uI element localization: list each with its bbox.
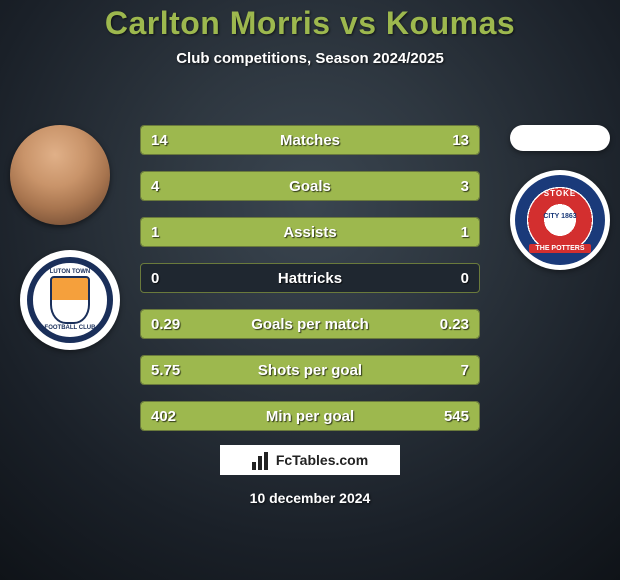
site-name: FcTables.com [276, 452, 368, 468]
stat-row: 11Assists [140, 217, 480, 247]
stat-label: Matches [141, 132, 479, 149]
badge-left-text-bottom: FOOTBALL CLUB [33, 325, 107, 331]
shield-icon [50, 276, 90, 324]
stats-panel: 1413Matches 43Goals 11Assists 00Hattricks 0.… [140, 125, 480, 447]
badge-right-banner: THE POTTERS [529, 244, 590, 253]
stat-label: Assists [141, 224, 479, 241]
stoke-city-badge-icon: STOKE CITY 1863 THE POTTERS [515, 175, 605, 265]
luton-town-badge-icon: LUTON TOWN FOOTBALL CLUB [27, 257, 113, 343]
stat-label: Min per goal [141, 408, 479, 425]
stat-row: 1413Matches [140, 125, 480, 155]
page-title: Carlton Morris vs Koumas [0, 5, 620, 42]
stat-label: Shots per goal [141, 362, 479, 379]
club-badge-left: LUTON TOWN FOOTBALL CLUB [20, 250, 120, 350]
stat-row: 402545Min per goal [140, 401, 480, 431]
stat-row: 0.290.23Goals per match [140, 309, 480, 339]
club-badge-right: STOKE CITY 1863 THE POTTERS [510, 170, 610, 270]
badge-left-text-top: LUTON TOWN [33, 269, 107, 275]
stat-row: 43Goals [140, 171, 480, 201]
footer-date: 10 december 2024 [0, 490, 620, 506]
player-left-avatar [10, 125, 110, 225]
stat-label: Hattricks [141, 270, 479, 287]
site-logo: FcTables.com [220, 445, 400, 475]
subtitle: Club competitions, Season 2024/2025 [0, 50, 620, 67]
stat-row: 00Hattricks [140, 263, 480, 293]
player-right-avatar [510, 125, 610, 151]
comparison-card: Carlton Morris vs Koumas Club competitio… [0, 0, 620, 580]
stat-row: 5.757Shots per goal [140, 355, 480, 385]
stat-label: Goals [141, 178, 479, 195]
badge-right-mid: CITY 1863 [543, 213, 576, 221]
stat-label: Goals per match [141, 316, 479, 333]
badge-right-top: STOKE [544, 189, 576, 198]
bar-chart-icon [252, 450, 272, 470]
